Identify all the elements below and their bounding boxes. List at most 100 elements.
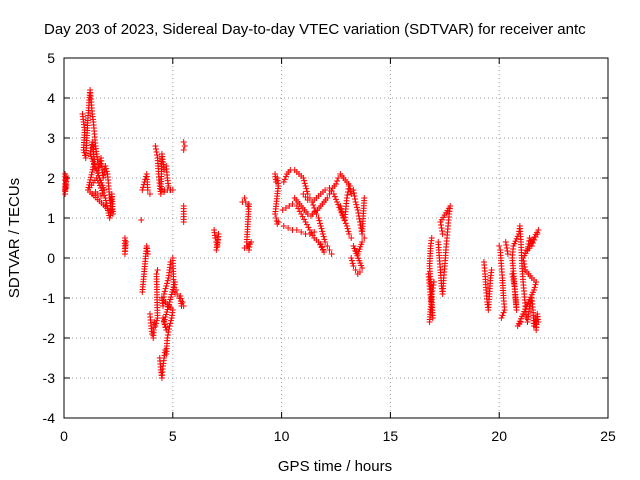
data-point	[500, 309, 507, 316]
data-point	[526, 235, 533, 241]
data-point	[352, 267, 359, 273]
data-point	[90, 164, 97, 171]
data-point	[103, 168, 110, 175]
data-point	[87, 176, 94, 183]
data-point	[335, 175, 342, 181]
data-point	[361, 235, 368, 241]
data-point	[350, 263, 357, 269]
data-point	[152, 143, 159, 149]
data-point	[346, 185, 353, 192]
data-point	[343, 195, 350, 201]
x-tick-label: 20	[491, 428, 507, 444]
data-point	[346, 183, 353, 189]
data-point	[359, 239, 366, 245]
data-point	[333, 181, 339, 187]
x-tick-label: 25	[600, 428, 616, 444]
data-point	[502, 239, 509, 245]
data-point	[532, 281, 539, 288]
data-point	[180, 203, 187, 209]
data-point	[180, 139, 187, 145]
data-point	[165, 183, 172, 189]
data-point	[337, 203, 344, 209]
data-point	[161, 189, 168, 195]
data-point	[163, 327, 170, 333]
data-point	[346, 231, 353, 237]
data-point	[100, 172, 107, 178]
data-point	[162, 285, 169, 292]
y-tick-label: 5	[47, 50, 55, 66]
y-tick-label: -3	[43, 370, 56, 386]
x-axis-label: GPS time / hours	[278, 458, 392, 475]
data-point	[301, 180, 308, 187]
data-point	[152, 323, 159, 329]
data-point	[241, 195, 248, 201]
data-point	[318, 225, 325, 232]
data-point	[245, 247, 252, 253]
data-point	[348, 191, 355, 197]
data-point	[429, 288, 436, 294]
data-point	[429, 285, 436, 291]
data-point	[430, 279, 437, 285]
data-point	[320, 233, 327, 240]
data-point	[344, 225, 351, 232]
data-point	[348, 257, 355, 264]
data-point	[123, 239, 130, 245]
x-axis-ticks: 0 5 10 15 20 25	[60, 58, 616, 444]
data-point	[520, 258, 527, 264]
data-point	[296, 208, 303, 215]
data-point	[293, 227, 300, 233]
data-point	[437, 222, 444, 228]
data-point	[342, 220, 349, 227]
data-point	[164, 335, 171, 341]
data-point	[153, 320, 160, 327]
data-point	[310, 202, 317, 208]
data-point	[144, 251, 151, 257]
data-point	[164, 277, 171, 284]
data-point	[344, 189, 351, 195]
data-point	[351, 193, 358, 199]
data-point	[143, 245, 150, 251]
data-point	[102, 163, 109, 169]
data-point	[149, 331, 156, 337]
data-point	[282, 173, 289, 180]
data-point	[317, 220, 324, 227]
y-tick-label: 0	[47, 250, 55, 266]
data-point	[295, 205, 302, 212]
data-point	[280, 179, 287, 185]
data-point	[108, 207, 115, 213]
data-point	[304, 197, 311, 203]
x-tick-label: 10	[274, 428, 290, 444]
data-point	[163, 283, 170, 289]
data-point	[517, 319, 524, 325]
y-tick-label: -1	[43, 290, 56, 306]
data-point	[533, 279, 540, 285]
data-point	[154, 152, 161, 158]
y-axis-label: SDTVAR / TECUs	[6, 178, 23, 298]
data-point	[89, 166, 96, 173]
data-point	[165, 326, 172, 332]
data-point	[289, 201, 296, 207]
data-point	[355, 210, 362, 216]
plot-frame	[63, 57, 609, 419]
data-point	[439, 231, 446, 237]
data-point	[138, 217, 145, 223]
data-point	[353, 201, 360, 208]
data-point	[301, 216, 308, 223]
data-point	[162, 324, 169, 330]
data-point	[299, 213, 306, 220]
y-tick-label: -2	[43, 330, 56, 346]
data-point	[309, 232, 316, 239]
data-point	[352, 199, 359, 205]
data-point	[63, 185, 70, 191]
data-point	[331, 193, 338, 200]
data-point	[153, 271, 160, 277]
data-point	[103, 165, 110, 172]
data-point	[319, 231, 326, 237]
data-point	[302, 183, 309, 189]
data-point	[324, 243, 331, 249]
data-point	[280, 223, 287, 229]
data-point	[361, 195, 368, 201]
data-points	[62, 87, 542, 381]
data-point	[160, 315, 167, 321]
data-point	[161, 321, 168, 327]
